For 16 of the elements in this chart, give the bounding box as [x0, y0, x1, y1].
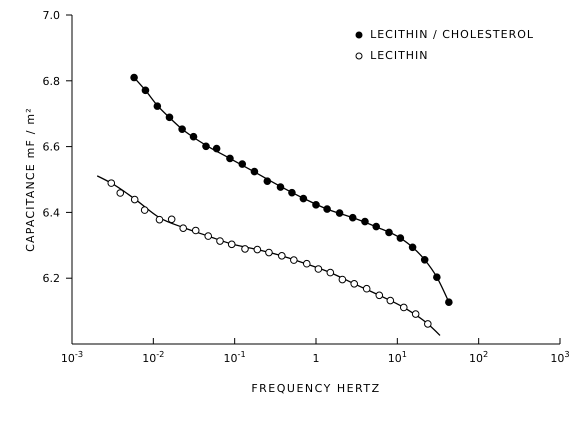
- x-tick-label: 10$^{2}$: [469, 349, 488, 365]
- y-axis-title: CAPACITANCE mF / m²: [24, 107, 37, 252]
- y-tick-label: 6.6: [42, 140, 60, 154]
- x-tick-label: 10$^{3}$: [550, 349, 570, 365]
- x-tick-label: 10$^{-3}$: [60, 349, 84, 365]
- y-tick-label: 6.8: [42, 74, 60, 88]
- legend-label: LECITHIN: [370, 49, 429, 62]
- y-tick-label: 6.2: [42, 272, 60, 286]
- y-tick-label: 7.0: [42, 9, 60, 22]
- legend-label: LECITHIN / CHOLESTEROL: [370, 28, 534, 41]
- x-tick-label: 10$^{1}$: [388, 349, 407, 365]
- x-tick-label: 10$^{-1}$: [224, 349, 246, 365]
- x-tick-label: 10$^{-2}$: [142, 349, 164, 365]
- x-tick-label: 1: [312, 352, 320, 365]
- y-tick-label: 6.4: [42, 206, 60, 220]
- x-axis-title: FREQUENCY HERTZ: [251, 382, 381, 395]
